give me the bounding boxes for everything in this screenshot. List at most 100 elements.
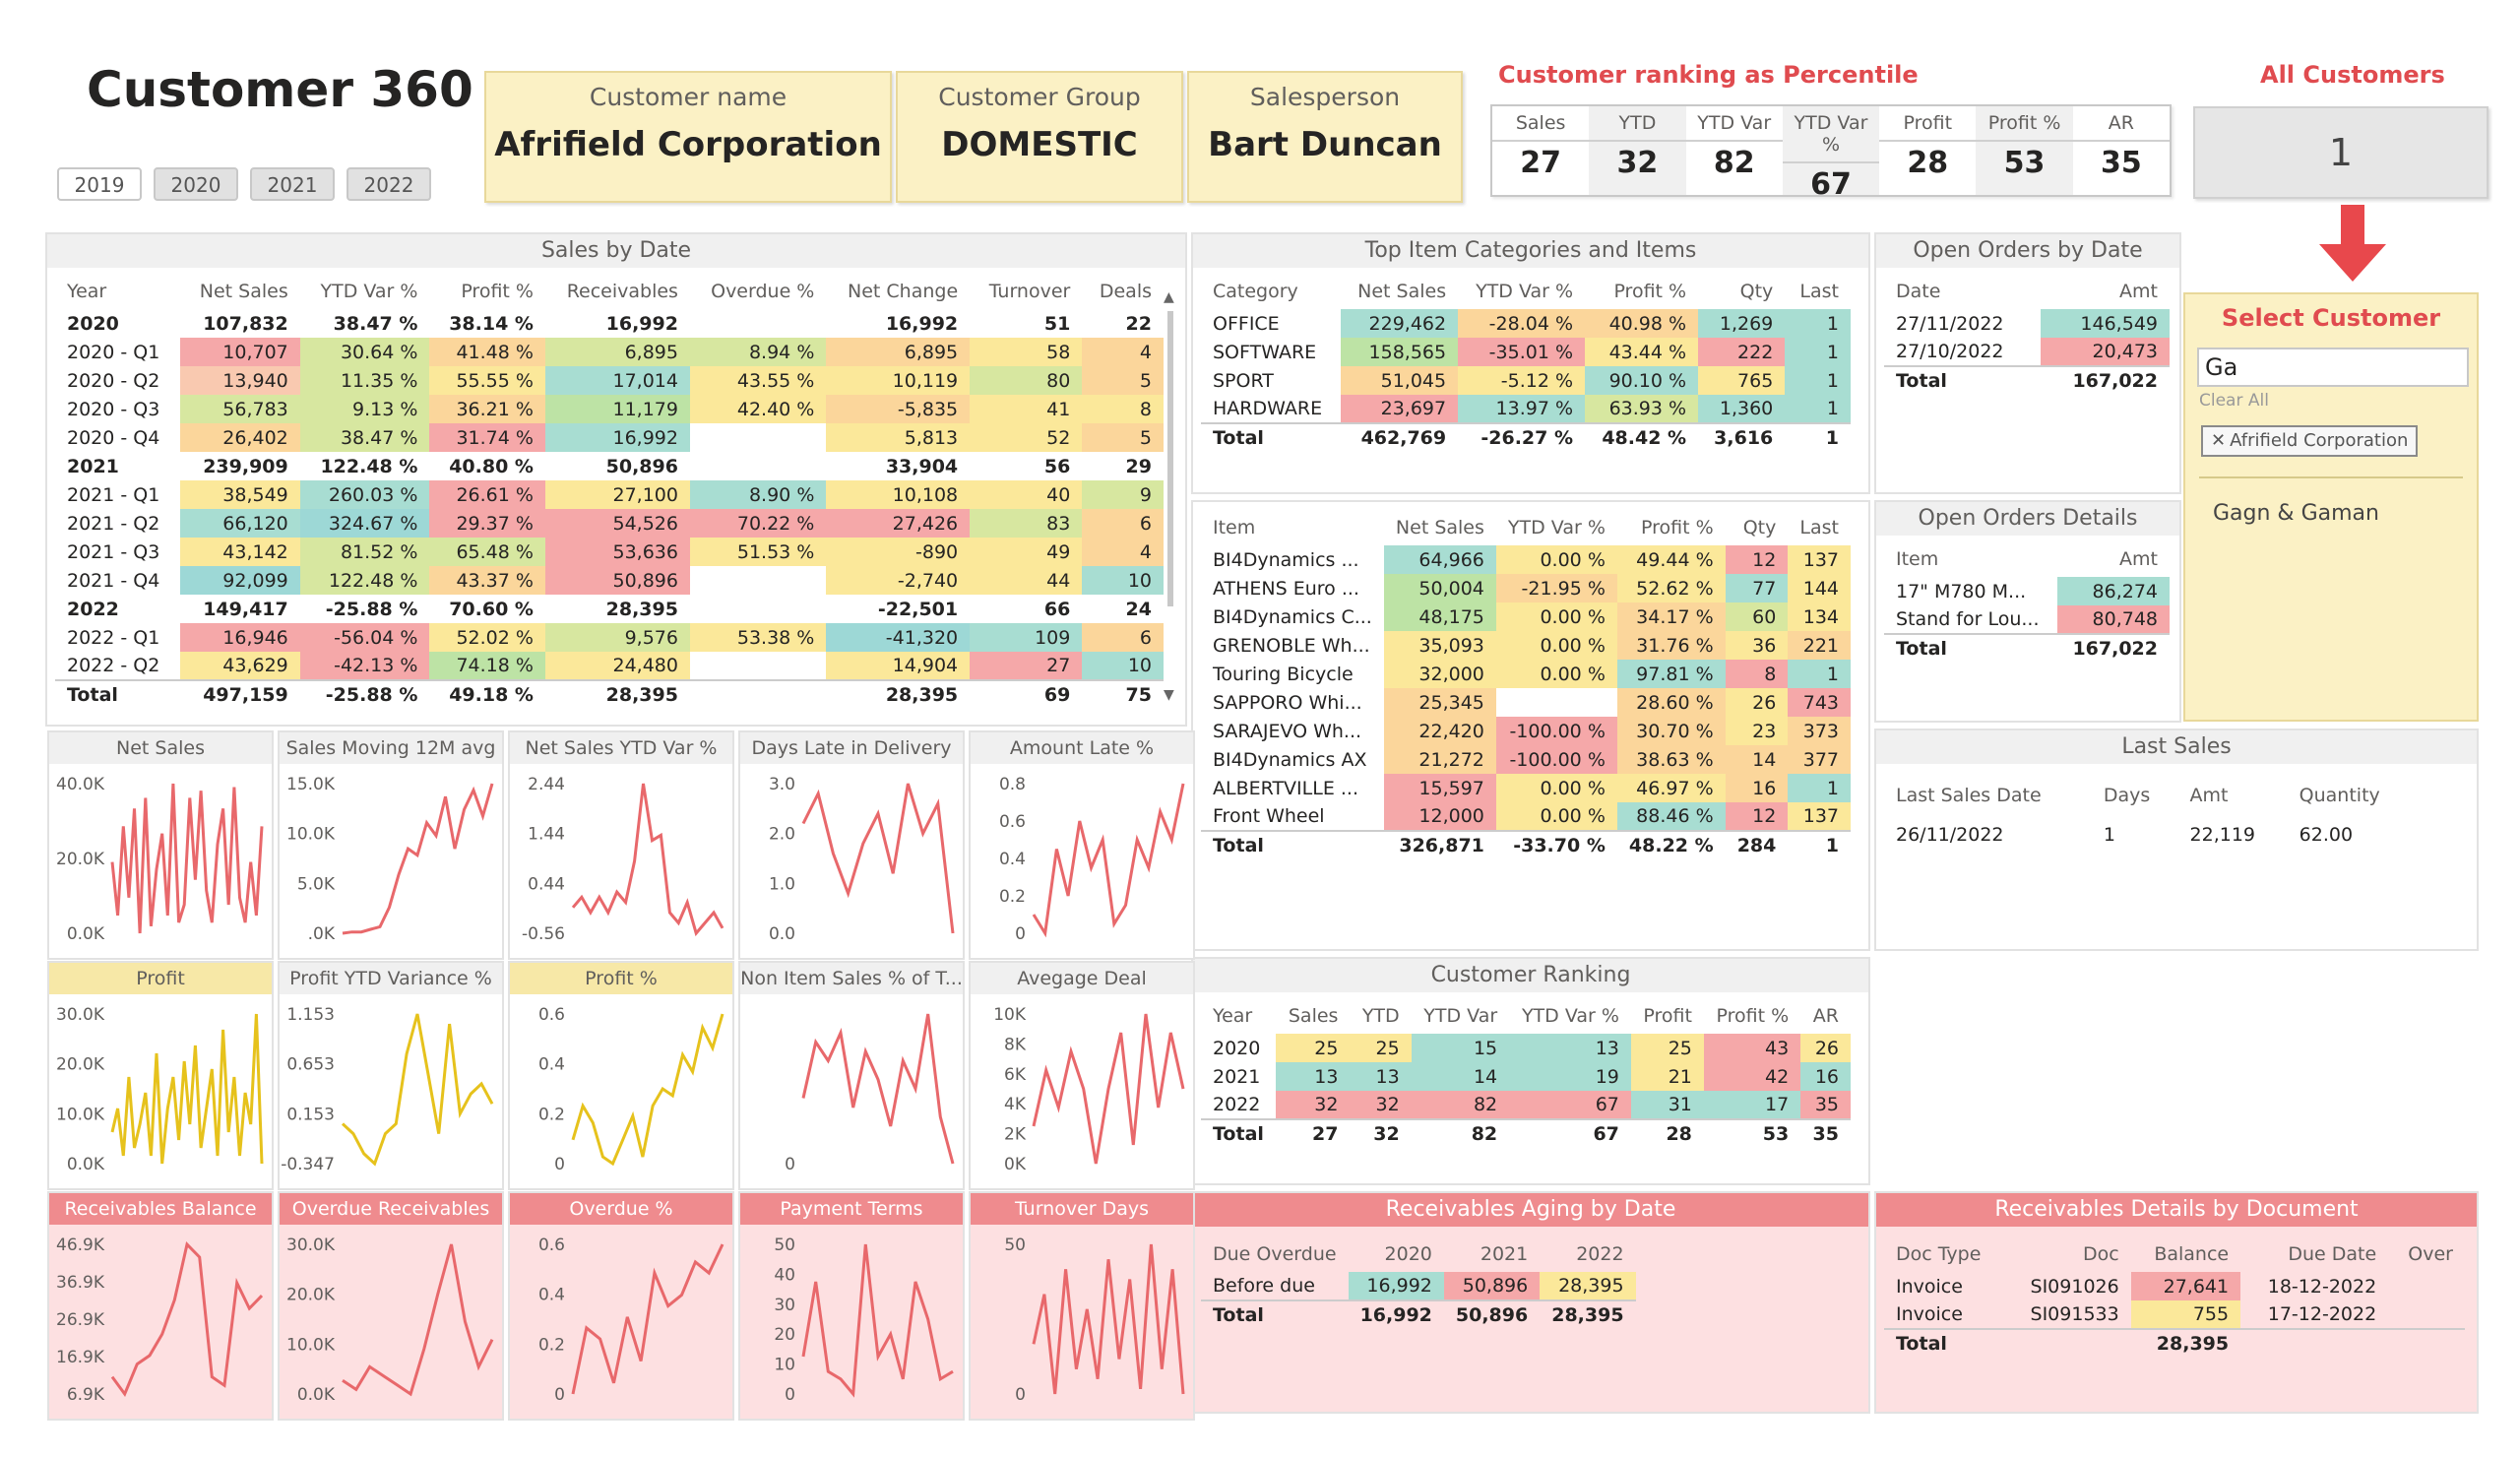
table-row[interactable]: 17" M780 M... 86,274 xyxy=(1884,577,2170,605)
mini-chart-12[interactable]: Overdue % 0.6 0.4 0.2 0 xyxy=(508,1191,734,1421)
column-header[interactable]: 2020 xyxy=(1384,1243,1432,1265)
table-row[interactable]: Touring Bicycle 32,000 0.00 % 97.81 % 8 1 xyxy=(1201,660,1851,688)
mini-chart-7[interactable]: Profit % 0.6 0.4 0.2 0 xyxy=(508,961,734,1190)
column-header[interactable]: Due Date xyxy=(2288,1243,2377,1265)
column-header[interactable]: Net Change xyxy=(848,281,959,302)
table-row[interactable]: 2020 - Q4 26,402 38.47 % 31.74 % 16,992 5,813… xyxy=(55,423,1164,452)
table-row[interactable]: BI4Dynamics ... 64,966 0.00 % 49.44 % 12 137 xyxy=(1201,545,1851,574)
column-header[interactable]: Year xyxy=(1213,1005,1253,1027)
table-row[interactable]: 2021 239,909 122.48 % 40.80 % 50,896 33,904 56… xyxy=(55,452,1164,480)
year-2022-button[interactable]: 2022 xyxy=(346,167,431,201)
column-header[interactable]: Amt xyxy=(2119,281,2158,302)
column-header[interactable]: Net Sales xyxy=(1395,517,1484,538)
table-row[interactable]: 26/11/2022 1 22,119 62.00 xyxy=(1884,815,2416,855)
column-header[interactable]: Profit % xyxy=(1641,517,1714,538)
column-header[interactable]: Last xyxy=(1799,281,1839,302)
column-header[interactable]: Qty xyxy=(1742,517,1777,538)
table-row[interactable]: 2022 32 32 82 67 31 17 35 xyxy=(1201,1091,1851,1119)
mini-chart-9[interactable]: Avegage Deal 10K 8K 6K 4K 2K 0K xyxy=(969,961,1195,1190)
column-header[interactable]: Deals xyxy=(1099,281,1152,302)
column-header[interactable]: YTD Var % xyxy=(320,281,418,302)
mini-chart-10[interactable]: Receivables Balance 46.9K 36.9K 26.9K 16.9K 6… xyxy=(47,1191,274,1421)
column-header[interactable]: Overdue % xyxy=(711,281,815,302)
table-row[interactable]: 2021 - Q3 43,142 81.52 % 65.48 % 53,636 51.53… xyxy=(55,538,1164,566)
close-icon[interactable]: ✕ xyxy=(2211,430,2227,451)
table-row[interactable]: 2021 - Q1 38,549 260.03 % 26.61 % 27,100 8.90… xyxy=(55,480,1164,509)
column-header[interactable]: Amt xyxy=(2119,548,2158,570)
table-row[interactable]: Invoice SI091026 27,641 18-12-2022 xyxy=(1884,1272,2465,1300)
column-header[interactable]: Profit % xyxy=(1716,1005,1790,1027)
chevron-down-icon[interactable]: ▼ xyxy=(1164,687,1174,703)
column-header[interactable]: Net Sales xyxy=(1357,281,1447,302)
mini-chart-13[interactable]: Payment Terms 50 40 30 20 10 0 xyxy=(738,1191,965,1421)
table-row[interactable]: 2020 - Q2 13,940 11.35 % 55.55 % 17,014 43.55… xyxy=(55,366,1164,395)
column-header[interactable]: YTD Var % xyxy=(1476,281,1574,302)
clear-all-link[interactable]: Clear All xyxy=(2199,391,2269,411)
table-row[interactable]: 2020 - Q1 10,707 30.64 % 41.48 % 6,895 8.94 %… xyxy=(55,338,1164,366)
table-row[interactable]: 2021 - Q2 66,120 324.67 % 29.37 % 54,526 70.2… xyxy=(55,509,1164,538)
column-header[interactable]: Profit % xyxy=(1613,281,1687,302)
column-header[interactable]: Quantity xyxy=(2299,785,2380,806)
year-2021-button[interactable]: 2021 xyxy=(250,167,335,201)
table-row[interactable]: 2020 25 25 15 13 25 43 26 xyxy=(1201,1034,1851,1062)
column-header[interactable]: 2022 xyxy=(1576,1243,1624,1265)
table-row[interactable]: BI4Dynamics AX 21,272 -100.00 % 38.63 % 14 37… xyxy=(1201,745,1851,774)
column-header[interactable]: Doc Type xyxy=(1896,1243,1982,1265)
mini-chart-0[interactable]: Net Sales 40.0K 20.0K 0.0K xyxy=(47,730,274,960)
table-row[interactable]: SAPPORO Whi... 25,345 28.60 % 26 743 xyxy=(1201,688,1851,717)
column-header[interactable]: Turnover xyxy=(988,281,1071,302)
table-row[interactable]: GRENOBLE Wh... 35,093 0.00 % 31.76 % 36 221 xyxy=(1201,631,1851,660)
scrollbar[interactable]: ▲ ▼ xyxy=(1164,289,1177,703)
year-2019-button[interactable]: 2019 xyxy=(57,167,142,201)
customer-search-input[interactable]: Ga xyxy=(2197,348,2469,387)
column-header[interactable]: Days xyxy=(2103,785,2151,806)
table-row[interactable]: Front Wheel 12,000 0.00 % 88.46 % 12 137 xyxy=(1201,802,1851,831)
column-header[interactable]: YTD Var xyxy=(1423,1005,1498,1027)
mini-chart-14[interactable]: Turnover Days 50 0 xyxy=(969,1191,1195,1421)
table-row[interactable]: 27/10/2022 20,473 xyxy=(1884,338,2170,366)
mini-chart-5[interactable]: Profit 30.0K 20.0K 10.0K 0.0K xyxy=(47,961,274,1190)
column-header[interactable]: Over xyxy=(2408,1243,2453,1265)
mini-chart-6[interactable]: Profit YTD Variance % 1.153 0.653 0.153 -0.3… xyxy=(278,961,504,1190)
mini-chart-3[interactable]: Days Late in Delivery 3.0 2.0 1.0 0.0 xyxy=(738,730,965,960)
table-row[interactable]: SARAJEVO Wh... 22,420 -100.00 % 30.70 % 23 37… xyxy=(1201,717,1851,745)
table-row[interactable]: 2022 149,417 -25.88 % 70.60 % 28,395 -22,501 6… xyxy=(55,595,1164,623)
column-header[interactable]: Net Sales xyxy=(199,281,288,302)
column-header[interactable]: Balance xyxy=(2154,1243,2230,1265)
column-header[interactable]: YTD xyxy=(1361,1005,1400,1027)
column-header[interactable]: Receivables xyxy=(566,281,678,302)
column-header[interactable]: Item xyxy=(1896,548,1939,570)
mini-chart-1[interactable]: Sales Moving 12M avg 15.0K 10.0K 5.0K .0K xyxy=(278,730,504,960)
column-header[interactable]: Qty xyxy=(1739,281,1774,302)
column-header[interactable]: Due Overdue xyxy=(1213,1243,1337,1265)
mini-chart-4[interactable]: Amount Late % 0.8 0.6 0.4 0.2 0 xyxy=(969,730,1195,960)
table-row[interactable]: Before due 16,992 50,896 28,395 xyxy=(1201,1272,1636,1300)
mini-chart-8[interactable]: Non Item Sales % of T... 0 xyxy=(738,961,965,1190)
column-header[interactable]: Profit xyxy=(1643,1005,1692,1027)
column-header[interactable]: Item xyxy=(1213,517,1256,538)
table-row[interactable]: ALBERTVILLE ... 15,597 0.00 % 46.97 % 16 1 xyxy=(1201,774,1851,802)
table-row[interactable]: SPORT 51,045 -5.12 % 90.10 % 765 1 xyxy=(1201,366,1851,395)
column-header[interactable]: Doc xyxy=(2083,1243,2119,1265)
table-row[interactable]: SOFTWARE 158,565 -35.01 % 43.44 % 222 1 xyxy=(1201,338,1851,366)
table-row[interactable]: Invoice SI091533 755 17-12-2022 xyxy=(1884,1300,2465,1329)
mini-chart-2[interactable]: Net Sales YTD Var % 2.44 1.44 0.44 -0.56 xyxy=(508,730,734,960)
table-row[interactable]: 2020 107,832 38.47 % 38.14 % 16,992 16,992 51 2… xyxy=(55,309,1164,338)
table-row[interactable]: 2022 - Q2 43,629 -42.13 % 74.18 % 24,480 14,9… xyxy=(55,652,1164,680)
column-header[interactable]: Profit % xyxy=(461,281,534,302)
column-header[interactable]: YTD Var % xyxy=(1521,1005,1619,1027)
column-header[interactable]: Amt xyxy=(2189,785,2229,806)
column-header[interactable]: Date xyxy=(1896,281,1941,302)
column-header[interactable]: Last Sales Date xyxy=(1896,785,2042,806)
table-row[interactable]: 2021 - Q4 92,099 122.48 % 43.37 % 50,896 -2,7… xyxy=(55,566,1164,595)
table-row[interactable]: HARDWARE 23,697 13.97 % 63.93 % 1,360 1 xyxy=(1201,395,1851,423)
year-2020-button[interactable]: 2020 xyxy=(154,167,238,201)
chevron-up-icon[interactable]: ▲ xyxy=(1164,289,1174,305)
column-header[interactable]: Category xyxy=(1213,281,1298,302)
column-header[interactable]: Year xyxy=(67,281,107,302)
table-row[interactable]: 2020 - Q3 56,783 9.13 % 36.21 % 11,179 42.40 … xyxy=(55,395,1164,423)
column-header[interactable]: 2021 xyxy=(1480,1243,1529,1265)
mini-chart-11[interactable]: Overdue Receivables 30.0K 20.0K 10.0K 0.0K xyxy=(278,1191,504,1421)
table-row[interactable]: 2021 13 13 14 19 21 42 16 xyxy=(1201,1062,1851,1091)
table-row[interactable]: 27/11/2022 146,549 xyxy=(1884,309,2170,338)
